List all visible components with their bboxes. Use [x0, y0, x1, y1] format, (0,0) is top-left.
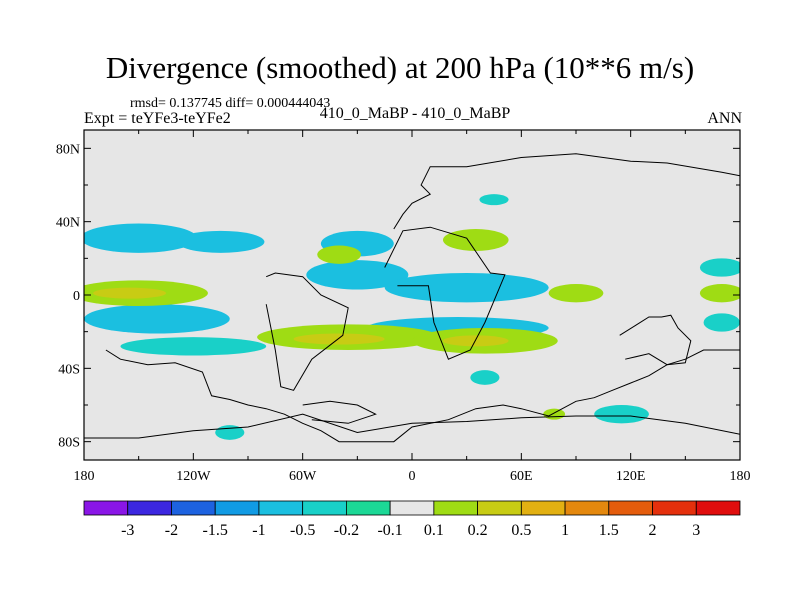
- coastline-north-america: [105, 349, 740, 443]
- legend-label: 0.2: [468, 522, 488, 539]
- legend-swatch: [83, 500, 129, 516]
- contour-region-pos: [442, 335, 509, 347]
- legend-swatch: [302, 500, 347, 516]
- legend-swatch: [389, 500, 435, 516]
- legend-label: -2: [165, 522, 178, 539]
- coastline-europe-asia: [393, 153, 740, 230]
- legend-label: 1.5: [599, 522, 619, 539]
- legend-label: -1.5: [203, 522, 228, 539]
- stats-label: rmsd= 0.137745 diff= 0.000444043: [130, 96, 331, 111]
- y-tick-label: 40S: [58, 362, 80, 377]
- legend-swatch: [695, 500, 741, 516]
- contour-region-neg: [703, 313, 740, 332]
- contour-region-neg: [84, 223, 197, 253]
- legend-label: -0.5: [290, 522, 315, 539]
- contour-region-neg: [479, 194, 509, 206]
- legend-swatch: [171, 500, 216, 516]
- contour-region-pos: [293, 333, 385, 345]
- contour-region-pos: [543, 408, 566, 420]
- y-tick-label: 80N: [56, 142, 80, 157]
- legend-label: 3: [692, 522, 700, 539]
- chart-title: Divergence (smoothed) at 200 hPa (10**6 …: [105, 50, 695, 85]
- x-tick-label: 0: [409, 469, 416, 484]
- experiment-label: Expt = teYFe3-teYFe2: [84, 110, 231, 127]
- x-tick-label: 180: [730, 469, 751, 484]
- contour-region-pos: [317, 245, 361, 264]
- coastline-greenland: [302, 400, 377, 424]
- coastline-south-america: [265, 272, 349, 391]
- coastline-africa: [384, 226, 506, 360]
- season-label: ANN: [707, 110, 742, 127]
- contour-region-neg: [306, 260, 409, 290]
- contour-region-neg: [594, 405, 649, 424]
- contour-region-neg: [176, 230, 265, 253]
- legend-label: -0.1: [377, 522, 402, 539]
- field-group: [84, 153, 740, 443]
- x-tick-label: 180: [74, 469, 95, 484]
- contour-region-neg: [699, 258, 740, 277]
- legend-swatch: [345, 500, 391, 516]
- contour-region-pos: [548, 284, 604, 303]
- legend-label: 1: [561, 522, 569, 539]
- coastline-antarctica: [84, 413, 740, 439]
- x-tick-label: 120E: [616, 469, 646, 484]
- legend-label: 0.5: [511, 522, 531, 539]
- legend-label: -0.2: [334, 522, 359, 539]
- legend-swatch: [652, 500, 697, 516]
- contour-region-neg: [120, 337, 267, 356]
- contour-region-pos: [699, 284, 740, 303]
- legend-swatch: [564, 500, 610, 516]
- contour-region-neg: [84, 304, 230, 334]
- contour-region-pos: [442, 229, 509, 251]
- legend-swatch: [433, 500, 479, 516]
- legend-swatch: [520, 500, 566, 516]
- contour-region-neg: [384, 273, 549, 303]
- y-tick-label: 40N: [56, 216, 80, 231]
- legend-swatch: [608, 500, 653, 516]
- y-tick-label: 0: [73, 289, 80, 304]
- case-label: 410_0_MaBP - 410_0_MaBP: [319, 105, 511, 122]
- legend-swatch: [258, 500, 304, 516]
- legend-label: 0.1: [424, 522, 444, 539]
- legend-swatch: [127, 500, 172, 516]
- x-tick-label: 120W: [176, 469, 211, 484]
- coastline-australia: [619, 314, 692, 366]
- legend-swatch: [214, 500, 260, 516]
- legend-label: -1: [252, 522, 265, 539]
- contour-region-neg: [470, 370, 500, 385]
- x-tick-label: 60W: [289, 469, 317, 484]
- legend-swatch: [477, 500, 522, 516]
- contour-region-pos: [93, 287, 166, 299]
- legend-label: 2: [649, 522, 657, 539]
- x-tick-label: 60E: [510, 469, 533, 484]
- y-tick-label: 80S: [58, 436, 80, 451]
- legend-label: -3: [121, 522, 134, 539]
